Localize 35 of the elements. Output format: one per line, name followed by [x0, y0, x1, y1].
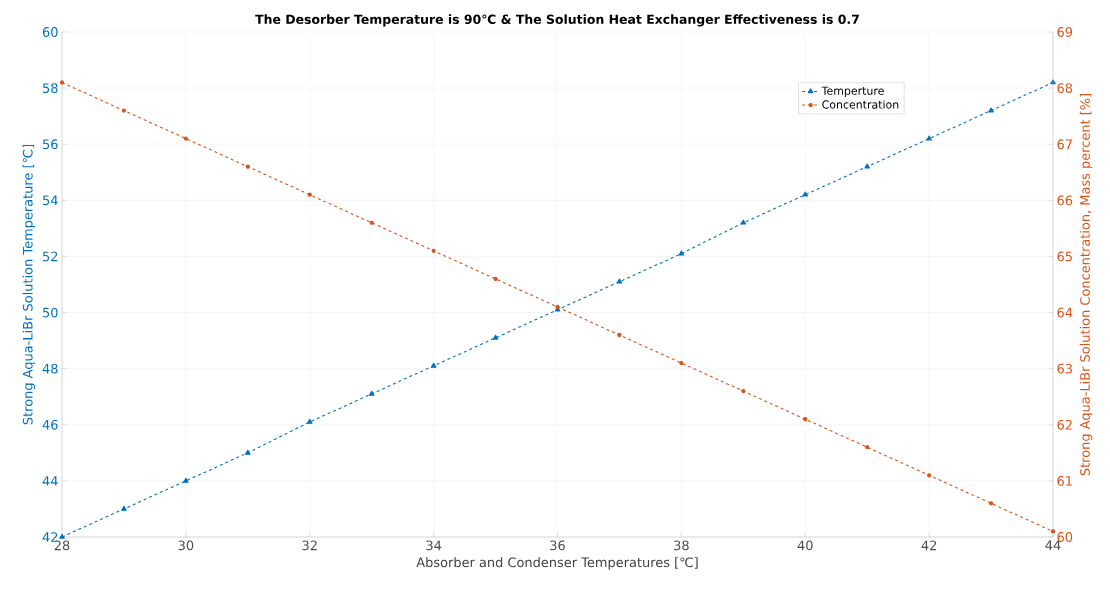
y2-axis-title: Strong Aqua-LiBr Solution Concentration, Mass percent [%]: [1079, 93, 1093, 476]
chart-title: The Desorber Temperature is 90℃ & The Solution Heat Exchanger Effectiveness is 0.7: [255, 14, 859, 27]
x-tick-label: 40: [797, 540, 813, 551]
y2-tick-label: 60: [1057, 532, 1073, 542]
x-tick-label: 44: [1045, 540, 1061, 550]
x-tick-label: 28: [54, 540, 70, 551]
y2-tick-label: 64: [1057, 307, 1073, 318]
y-tick-label: 54: [43, 195, 58, 206]
x-tick-label: 38: [674, 540, 689, 551]
y-tick-label: 52: [43, 251, 58, 262]
y-tick-label: 56: [43, 139, 58, 150]
y2-tick-label: 62: [1057, 419, 1072, 430]
y-tick-label: 42: [42, 532, 58, 542]
y2-tick-label: 65: [1057, 251, 1072, 262]
y-tick-label: 60: [42, 27, 58, 37]
x-tick-label: 30: [178, 540, 194, 551]
y2-tick-label: 63: [1057, 363, 1072, 374]
y-tick-label: 48: [42, 363, 58, 374]
x-tick-label: 42: [921, 540, 937, 551]
legend-label: Temperture: [821, 86, 884, 97]
y-tick-label: 50: [43, 307, 58, 318]
x-axis-title: Absorber and Condenser Temperatures [℃]: [416, 557, 698, 570]
x-tick-label: 32: [302, 540, 317, 551]
y-tick-label: 46: [42, 419, 58, 430]
y2-tick-label: 69: [1057, 27, 1073, 37]
y-axis-title: Strong Aqua-LiBr Solution Temperature [℃]: [22, 144, 36, 425]
y2-tick-label: 66: [1057, 195, 1073, 206]
legend-label: Concentration: [822, 100, 899, 109]
x-tick-label: 34: [426, 540, 442, 551]
y2-tick-label: 61: [1057, 475, 1072, 486]
y-tick-label: 44: [42, 476, 58, 486]
y2-tick-label: 68: [1057, 83, 1073, 94]
x-tick-label: 36: [550, 540, 565, 551]
y2-tick-label: 67: [1057, 139, 1072, 150]
y-tick-label: 58: [43, 83, 58, 94]
